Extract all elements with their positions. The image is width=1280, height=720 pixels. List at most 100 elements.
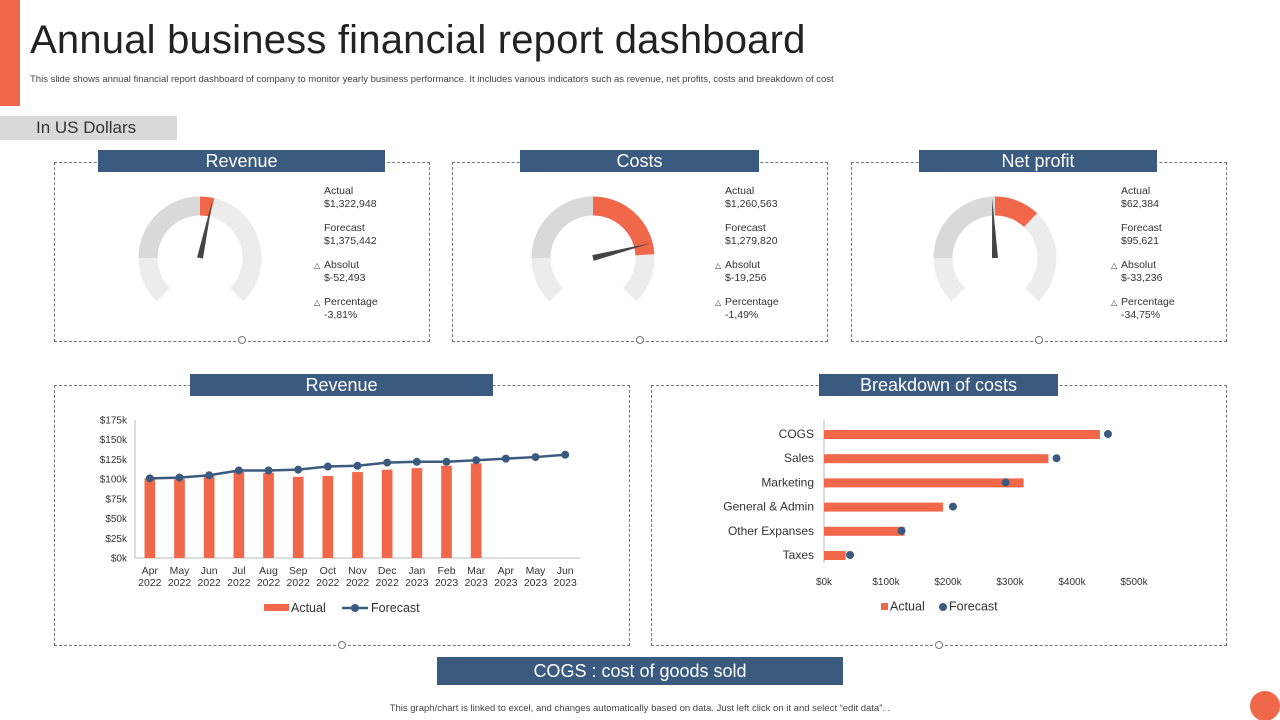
costs-gauge-header: Costs [520, 150, 759, 172]
y-tick-label: $150k [100, 435, 128, 446]
delta-icon: △ [715, 298, 722, 307]
x-tick-label: 2022 [316, 577, 340, 589]
x-tick-label: Jul [232, 565, 245, 577]
x-tick-label: $300k [996, 577, 1024, 588]
actual-label: Actual [725, 185, 755, 197]
y-tick-label: $50k [105, 514, 128, 525]
page-title: Annual business financial report dashboa… [30, 18, 806, 62]
percentage-value: -34,75% [1121, 309, 1161, 321]
forecast-point [561, 450, 570, 459]
gauge-mid-band [933, 196, 996, 259]
accent-bar [0, 0, 20, 106]
y-tick-label: $75k [105, 494, 128, 505]
page-subtitle: This slide shows annual financial report… [30, 74, 834, 85]
actual-bar [470, 463, 482, 558]
delta-icon: △ [1111, 261, 1118, 270]
x-tick-label: $0k [816, 577, 833, 588]
actual-bar [441, 465, 452, 558]
x-tick-label: Aug [259, 565, 278, 577]
legend-actual-label: Actual [291, 601, 326, 615]
actual-bar [381, 469, 393, 558]
x-tick-label: Jun [201, 565, 218, 577]
actual-bar [203, 475, 215, 558]
x-tick-label: May [526, 565, 547, 577]
panel-handle[interactable] [1035, 336, 1043, 344]
actual-bar [824, 526, 905, 536]
forecast-point [205, 471, 214, 480]
forecast-value: $95,621 [1121, 235, 1159, 247]
panel-handle[interactable] [935, 641, 943, 649]
forecast-point [501, 454, 510, 463]
forecast-point [442, 457, 451, 466]
forecast-label: Forecast [725, 222, 766, 234]
forecast-point [294, 465, 303, 474]
actual-bar [174, 479, 185, 558]
actual-bar [352, 472, 363, 558]
legend-forecast-label: Forecast [371, 601, 420, 615]
actual-bar [824, 502, 944, 512]
forecast-point [234, 466, 243, 475]
actual-value: $62,384 [1121, 198, 1159, 210]
x-tick-label: $100k [872, 577, 900, 588]
category-label: Marketing [761, 475, 814, 489]
actual-bar [824, 454, 1049, 464]
panel-handle[interactable] [338, 641, 346, 649]
breakdown-chart-header: Breakdown of costs [819, 374, 1058, 396]
forecast-point [353, 461, 362, 470]
x-tick-label: Apr [142, 565, 159, 577]
net-profit-stats: Actual $62,384 Forecast $95,621 △ Absolut $-… [1111, 185, 1221, 325]
actual-bar [144, 478, 156, 558]
percentage-label: Percentage [324, 296, 378, 308]
x-tick-label: May [170, 565, 191, 577]
forecast-point [1052, 454, 1061, 463]
forecast-point [531, 453, 540, 462]
x-tick-label: 2023 [524, 577, 548, 589]
actual-value: $1,260,563 [725, 198, 778, 210]
category-label: Sales [784, 451, 814, 465]
actual-bar [824, 430, 1100, 439]
legend-forecast-marker [351, 604, 359, 612]
absolut-label: Absolut [1121, 259, 1157, 271]
x-tick-label: Jun [557, 565, 574, 577]
forecast-point [175, 473, 184, 482]
panel-handle[interactable] [238, 336, 246, 344]
forecast-point [264, 466, 273, 475]
x-tick-label: 2022 [227, 577, 251, 589]
gauge-value-arc [592, 196, 655, 256]
category-label: General & Admin [723, 500, 814, 514]
panel-handle[interactable] [636, 336, 644, 344]
revenue-gauge-header: Revenue [98, 150, 385, 172]
forecast-point [897, 526, 906, 535]
net-profit-gauge [933, 196, 1057, 302]
legend-actual-swatch [264, 604, 289, 611]
gauge-value-arc [994, 196, 1038, 228]
forecast-point [846, 551, 855, 559]
x-tick-label: 2022 [197, 577, 221, 589]
x-tick-label: Dec [378, 565, 397, 577]
forecast-label: Forecast [1121, 222, 1162, 234]
x-tick-label: $500k [1120, 577, 1148, 588]
forecast-point [472, 456, 481, 465]
x-tick-label: Sep [289, 565, 308, 577]
gauge-needle [992, 198, 998, 259]
x-tick-label: Feb [437, 565, 455, 577]
percentage-value: -3,81% [324, 309, 358, 321]
x-tick-label: Jan [408, 565, 425, 577]
x-tick-label: $200k [934, 577, 962, 588]
percentage-label: Percentage [725, 296, 779, 308]
revenue-chart[interactable]: $0k$25k$50k$75k$100k$125k$150k$175kApr20… [60, 405, 620, 635]
x-tick-label: 2022 [375, 577, 399, 589]
unit-badge: In US Dollars [0, 116, 177, 140]
x-tick-label: 2023 [464, 577, 488, 589]
x-tick-label: Mar [467, 565, 486, 577]
category-label: COGS [779, 427, 814, 441]
gauge-needle [197, 199, 213, 259]
absolut-value: $-52,493 [324, 272, 366, 284]
actual-label: Actual [324, 185, 354, 197]
actual-bar [322, 475, 334, 558]
percentage-value: -1,49% [725, 309, 759, 321]
breakdown-chart[interactable]: COGS Sales Marketing General & Admin Other E… [660, 405, 1220, 635]
absolut-label: Absolut [324, 259, 360, 271]
y-tick-label: $100k [100, 475, 128, 486]
x-tick-label: 2022 [286, 577, 310, 589]
